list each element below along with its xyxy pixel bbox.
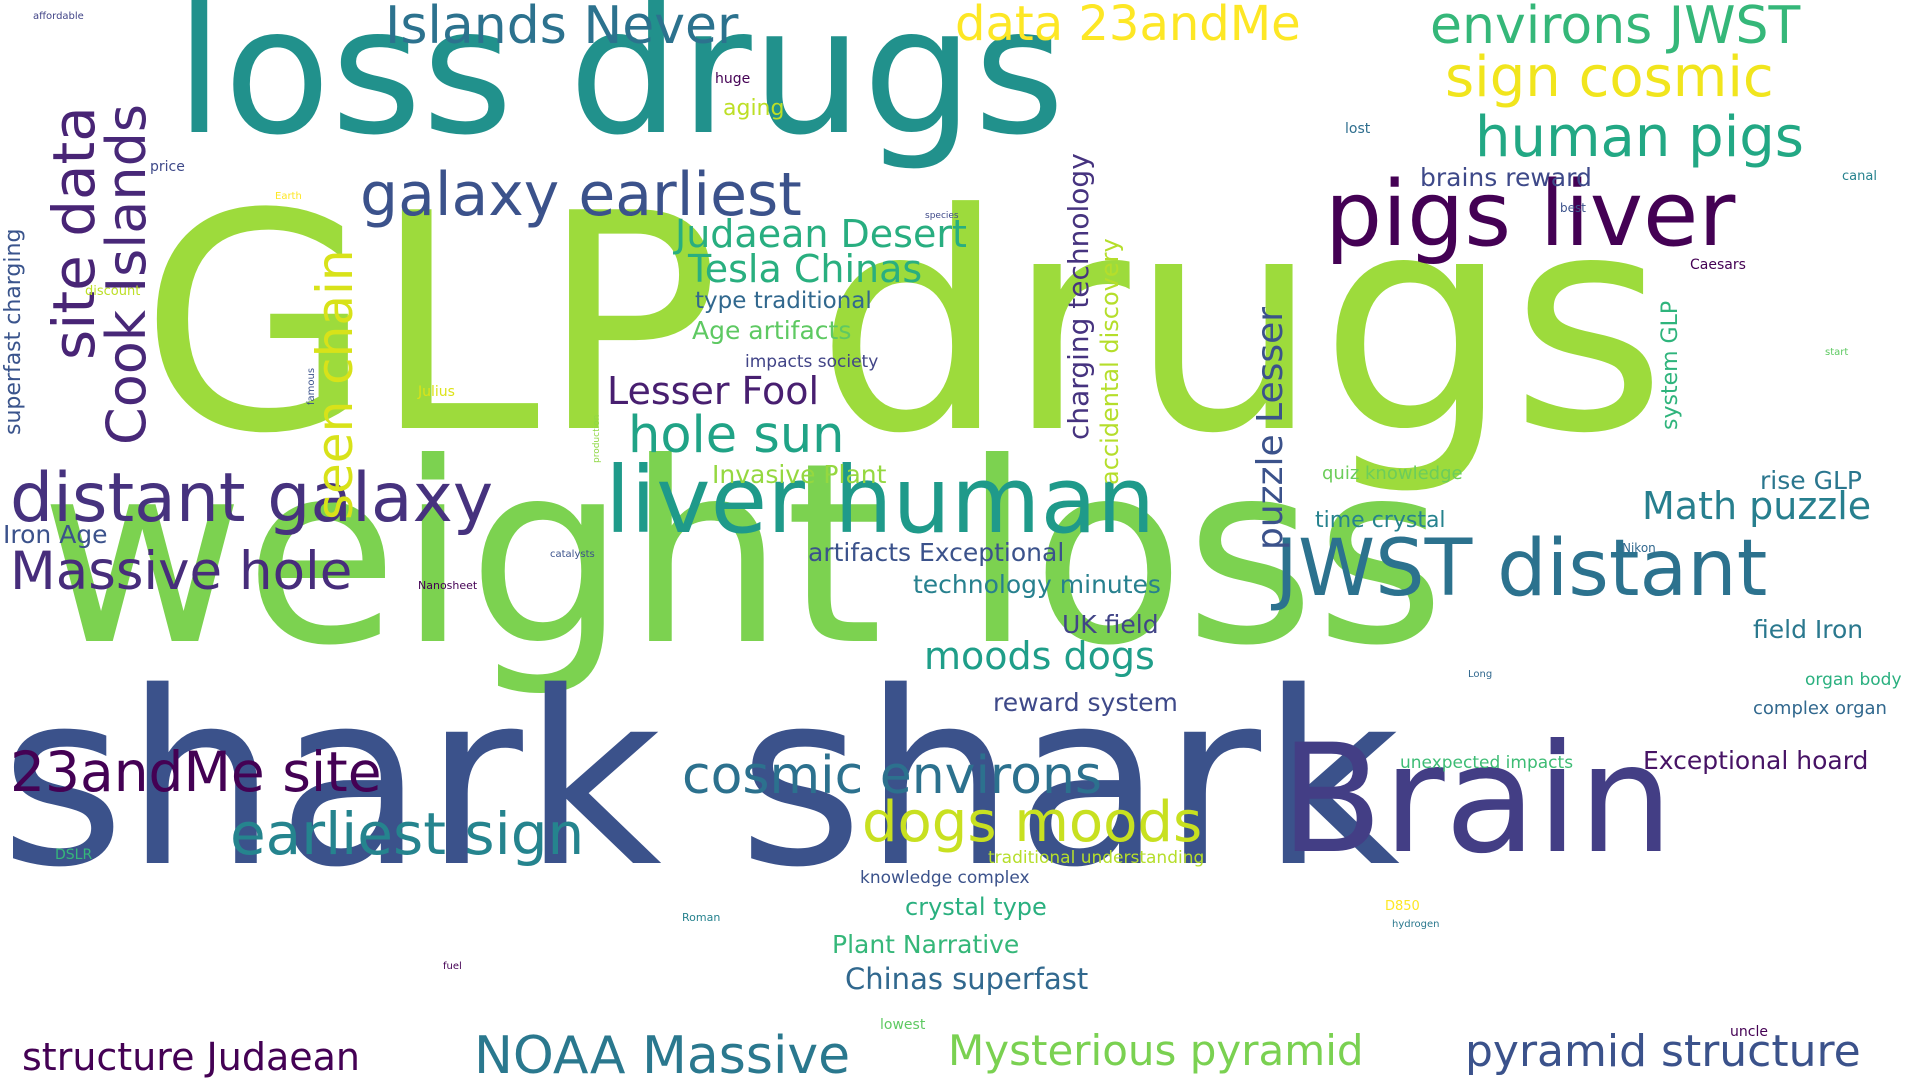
cloud-word: Invasive Plant (712, 460, 887, 489)
cloud-word: price (150, 159, 185, 175)
cloud-word: hole sun (628, 406, 845, 465)
cloud-word: environs JWST (1430, 0, 1801, 56)
cloud-word: catalysts (550, 549, 595, 560)
cloud-word: puzzle Lesser (1250, 306, 1291, 550)
cloud-word: superfast charging (1, 228, 26, 435)
cloud-word: charging technology (1062, 153, 1095, 440)
cloud-word: hydrogen (1392, 919, 1440, 930)
cloud-word: traditional understanding (988, 848, 1205, 868)
cloud-word: shark shark (0, 640, 1401, 920)
cloud-word: Caesars (1690, 257, 1746, 273)
cloud-word: discount (85, 284, 141, 299)
cloud-word: Cook Islands (95, 103, 158, 445)
cloud-word: lost (1345, 121, 1371, 137)
cloud-word: Judaean Desert (675, 212, 967, 256)
cloud-word: seen chain (306, 249, 364, 520)
cloud-word: Massive hole (10, 541, 353, 602)
cloud-word: production (592, 414, 602, 463)
cloud-word: Islands Never (385, 0, 739, 56)
cloud-word: time crystal (1315, 508, 1446, 533)
cloud-word: organ body (1805, 670, 1902, 690)
cloud-word: pyramid structure (1465, 1026, 1861, 1077)
cloud-word: Iron Age (3, 520, 108, 549)
cloud-word: artifacts Exceptional (808, 538, 1065, 567)
cloud-word: system GLP (1658, 300, 1683, 430)
cloud-word: crystal type (905, 893, 1047, 921)
cloud-word: type traditional (695, 288, 872, 314)
cloud-word: complex organ (1753, 698, 1887, 719)
cloud-word: field Iron (1753, 615, 1864, 644)
cloud-word: Julius (418, 384, 455, 400)
cloud-word: Exceptional hoard (1643, 746, 1869, 775)
cloud-word: moods dogs (924, 634, 1155, 678)
cloud-word: Brain (1280, 713, 1674, 887)
cloud-word: knowledge complex (860, 868, 1030, 888)
cloud-word: reward system (993, 688, 1178, 717)
cloud-word: Age artifacts (692, 316, 852, 345)
cloud-word: Lesser Fool (607, 369, 820, 413)
cloud-word: uncle (1730, 1024, 1768, 1040)
cloud-word: fuel (443, 961, 462, 972)
cloud-word: brains reward (1420, 163, 1592, 192)
cloud-word: DSLR (55, 847, 93, 863)
cloud-word: distant galaxy (10, 459, 494, 538)
cloud-word: Mysterious pyramid (948, 1026, 1364, 1075)
cloud-word: galaxy earliest (360, 160, 802, 230)
cloud-word: Long (1468, 669, 1493, 680)
cloud-word: quiz knowledge (1322, 463, 1463, 484)
cloud-word: Earth (275, 191, 302, 202)
cloud-word: weight loss (40, 409, 1446, 700)
cloud-word: impacts society (745, 352, 879, 372)
cloud-word: lowest (880, 1017, 926, 1033)
cloud-word: best (1560, 201, 1586, 215)
cloud-word: Plant Narrative (832, 930, 1020, 959)
cloud-word: Roman (682, 911, 721, 924)
cloud-word: Chinas superfast (845, 962, 1089, 996)
cloud-word: Nikon (1622, 541, 1656, 555)
cloud-word: start (1825, 347, 1849, 358)
cloud-word: data 23andMe (955, 0, 1301, 52)
cloud-word: aging (723, 96, 785, 121)
cloud-word: cosmic environs (682, 746, 1102, 806)
cloud-word: dogs moods (862, 790, 1203, 855)
cloud-word: human pigs (1475, 105, 1804, 170)
cloud-word: UK field (1062, 610, 1159, 639)
cloud-word: 23andMe site (10, 740, 382, 804)
cloud-word: pigs liver (1325, 162, 1736, 267)
cloud-word: species (925, 211, 959, 221)
cloud-word: unexpected impacts (1400, 753, 1574, 773)
cloud-word: accidental discovery (1096, 238, 1124, 485)
cloud-word: affordable (33, 11, 84, 22)
cloud-word: rise GLP (1760, 466, 1862, 495)
cloud-word: D850 (1385, 899, 1420, 914)
cloud-word: liver human (605, 447, 1156, 554)
cloud-word: sign cosmic (1445, 45, 1774, 110)
cloud-word: structure Judaean (22, 1035, 360, 1079)
cloud-word: Math puzzle (1642, 484, 1872, 528)
cloud-word: earliest sign (230, 800, 585, 868)
cloud-word: Nanosheet (418, 579, 478, 592)
cloud-word: canal (1842, 169, 1877, 184)
cloud-word: loss drugs (175, 0, 1065, 174)
cloud-word: GLP drugs (140, 150, 1667, 499)
cloud-word: famous (306, 367, 317, 405)
cloud-word: Tesla Chinas (688, 247, 923, 291)
cloud-word: NOAA Massive (474, 1026, 851, 1080)
cloud-word: JWST distant (1275, 524, 1768, 614)
cloud-word: technology minutes (913, 570, 1161, 599)
cloud-word: huge (715, 71, 751, 87)
